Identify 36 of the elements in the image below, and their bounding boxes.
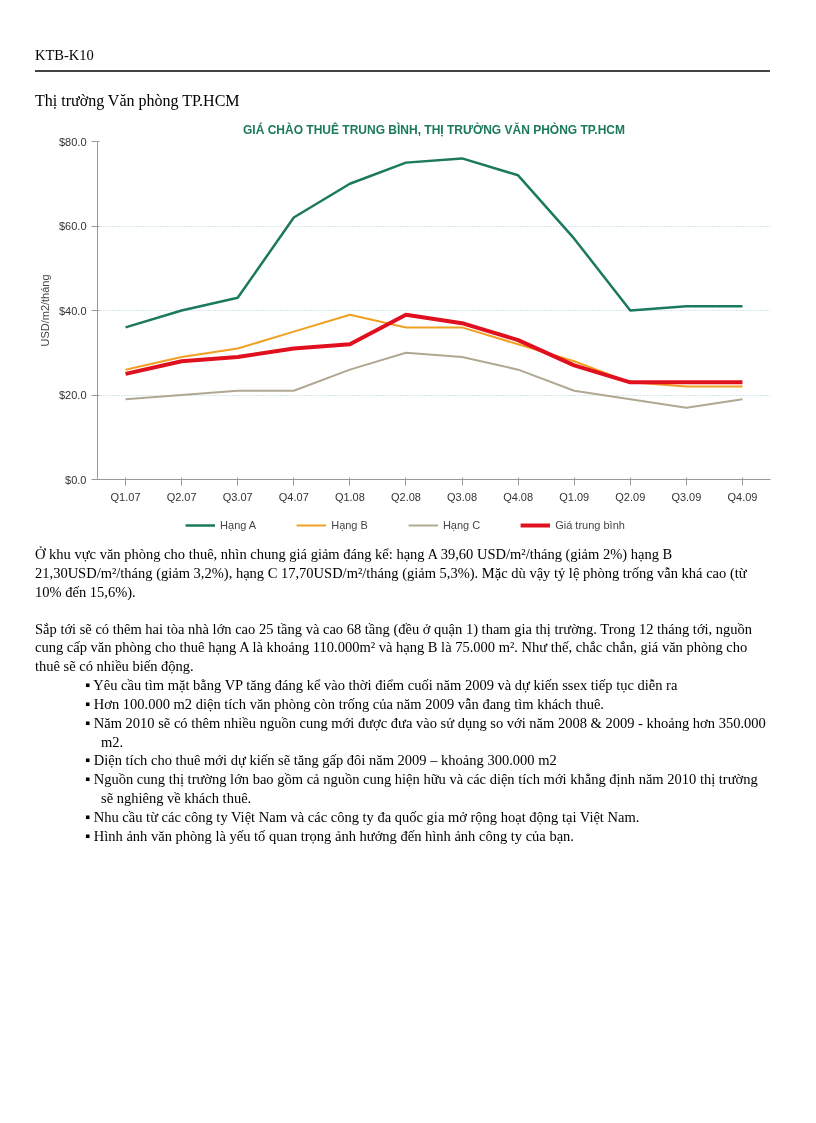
text: ▪ Diện tích cho thuê mới dự kiến sẽ tăng gấp đôi năm 2009 – khoảng 300.000 m2 [84, 751, 558, 771]
y-tick-label: $40.0 [58, 304, 87, 317]
text: Ở khu vực văn phòng cho thuê, nhìn chung giá giảm đáng kể: hạng A 39,60 USD/m²/tháng (giảm 2%) hạng B 21,30USD/m²/tháng (giảm 3,2%), hạng C 17,70USD/m²/tháng (giảm 5,3%). Mặc dù vậy tỷ lệ phòng trống vẫn khá cao (từ 10% đến 15,6%). [35, 545, 748, 602]
text: ▪ Nguồn cung thị trường lớn bao gồm cả nguồn cung hiện hữu và các diện tích mới khẳng định năm 2010 thị trường sẽ nghiêng về khách thuê. [84, 770, 759, 808]
x-tick-label: Q2.07 [166, 490, 197, 503]
line-series [124, 157, 744, 329]
x-tick-label: Q1.07 [110, 490, 141, 503]
y-tick-label: $20.0 [58, 389, 87, 401]
text: Thị trường Văn phòng TP.HCM [35, 91, 240, 112]
text: ▪ Hình ảnh văn phòng là yếu tố quan trọng ảnh hưởng đến hình ảnh công ty của bạn. [84, 826, 575, 846]
x-tick-label: Q1.09 [559, 490, 590, 503]
x-tick-label: Q3.09 [671, 490, 702, 503]
text: ▪ Yêu cầu tìm mặt bằng VP tăng đáng kể vào thời điểm cuối năm 2009 và dự kiến ssex tiếp tục diễn ra [84, 676, 679, 695]
x-tick-label: Q3.07 [222, 490, 253, 503]
x-tick-label: Q2.09 [615, 490, 646, 503]
y-axis-title: USD/m2/tháng [38, 274, 51, 347]
legend-label: Hạng A [220, 519, 257, 531]
x-tick-label: Q4.09 [727, 490, 758, 503]
legend-label: Hạng B [331, 519, 368, 531]
text: ▪ Nhu cầu từ các công ty Việt Nam và các công ty đa quốc gia mở rộng hoạt động tại Việt Nam. [84, 807, 641, 827]
legend-label: Giá trung bình [555, 519, 625, 531]
text: KTB-K10 [35, 45, 770, 72]
legend-label: Hạng C [442, 519, 481, 531]
x-tick-label: Q2.08 [390, 490, 421, 503]
text: ▪ Hơn 100.000 m2 diện tích văn phòng còn trống của năm 2009 vẫn đang tìm khách thuê. [84, 694, 605, 714]
y-tick-label: $60.0 [58, 220, 87, 232]
x-tick-label: Q3.08 [447, 490, 478, 503]
y-tick-label: $0.0 [65, 473, 87, 486]
x-tick-label: Q4.07 [278, 490, 309, 503]
text: Sắp tới sẽ có thêm hai tòa nhà lớn cao 25 tầng và cao 68 tầng (đều ở quận 1) tham gia thị trường. Trong 12 tháng tới, nguồn cung cấp văn phòng cho thuê hạng A là khoảng 110.000m² và hạng B là 75.000 m². Như thế, chắc chắn, giá văn phòng cho thuê sẽ có nhiều biến động. [35, 619, 754, 677]
x-tick-label: Q1.08 [334, 490, 365, 503]
x-tick-label: Q4.08 [503, 490, 534, 503]
chart-title: GIÁ CHÀO THUÊ TRUNG BÌNH, THỊ TRƯỜNG VĂN PHÒNG TP.HCM [243, 121, 625, 137]
text: ▪ Năm 2010 sẽ có thêm nhiều nguồn cung mới được đưa vào sử dụng so với năm 2008 & 2009 - khoảng hơn 350.000 m2. [84, 713, 767, 752]
y-tick-label: $80.0 [58, 135, 87, 148]
line-series [124, 351, 744, 409]
